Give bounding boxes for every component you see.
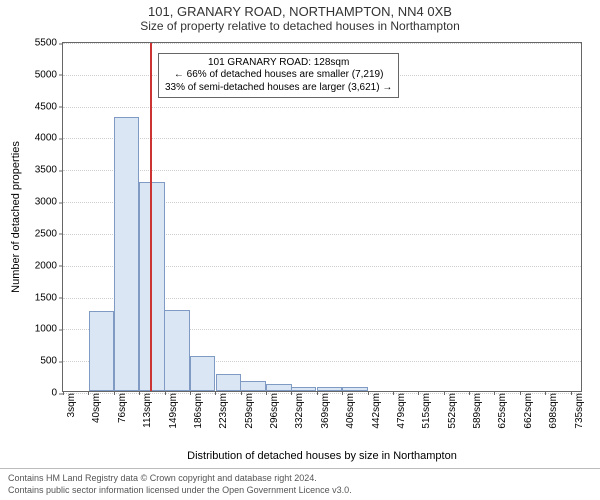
y-tick: 1000: [35, 324, 63, 335]
annotation-line: 33% of semi-detached houses are larger (…: [165, 82, 392, 95]
histogram-bar: [190, 356, 215, 391]
x-tick: 76sqm: [117, 393, 128, 443]
x-tick-mark: [469, 391, 470, 395]
histogram-bar: [317, 387, 342, 391]
x-tick: 113sqm: [142, 393, 153, 443]
y-axis-label: Number of detached properties: [10, 141, 22, 293]
x-tick: 3sqm: [66, 393, 77, 443]
y-tick: 3000: [35, 197, 63, 208]
chart-subtitle: Size of property relative to detached ho…: [0, 19, 600, 33]
x-tick-mark: [190, 391, 191, 395]
x-tick-mark: [571, 391, 572, 395]
histogram-bar: [89, 311, 114, 391]
x-tick: 296sqm: [269, 393, 280, 443]
histogram-bar: [216, 374, 241, 391]
x-tick-mark: [317, 391, 318, 395]
annotation-line: 101 GRANARY ROAD: 128sqm: [165, 57, 392, 70]
y-tick: 4000: [35, 133, 63, 144]
gridline: [63, 138, 581, 139]
x-tick-mark: [165, 391, 166, 395]
y-tick: 1500: [35, 292, 63, 303]
x-tick: 442sqm: [371, 393, 382, 443]
x-tick-mark: [393, 391, 394, 395]
x-tick-mark: [139, 391, 140, 395]
gridline: [63, 170, 581, 171]
attribution-footer: Contains HM Land Registry data © Crown c…: [0, 468, 600, 500]
y-tick: 3500: [35, 165, 63, 176]
plot-area: 0500100015002000250030003500400045005000…: [62, 42, 582, 392]
x-tick: 186sqm: [193, 393, 204, 443]
x-tick: 662sqm: [523, 393, 534, 443]
x-tick: 625sqm: [497, 393, 508, 443]
x-tick: 332sqm: [294, 393, 305, 443]
histogram-bar: [240, 381, 265, 391]
x-tick: 698sqm: [548, 393, 559, 443]
x-tick: 259sqm: [244, 393, 255, 443]
footer-line: Contains public sector information licen…: [8, 485, 592, 497]
property-size-histogram: 101, GRANARY ROAD, NORTHAMPTON, NN4 0XB …: [0, 0, 600, 500]
annotation-line: ← 66% of detached houses are smaller (7,…: [165, 69, 392, 82]
x-tick-mark: [545, 391, 546, 395]
x-tick-mark: [418, 391, 419, 395]
x-axis-label: Distribution of detached houses by size …: [187, 450, 457, 462]
property-marker-line: [150, 43, 152, 391]
x-tick-mark: [520, 391, 521, 395]
x-tick: 735sqm: [574, 393, 585, 443]
y-tick: 5000: [35, 69, 63, 80]
y-tick: 2500: [35, 228, 63, 239]
y-tick: 500: [40, 356, 63, 367]
histogram-bar: [291, 387, 316, 391]
y-tick: 2000: [35, 260, 63, 271]
x-tick-mark: [215, 391, 216, 395]
x-tick-mark: [342, 391, 343, 395]
x-tick: 40sqm: [91, 393, 102, 443]
x-tick-mark: [114, 391, 115, 395]
chart-title: 101, GRANARY ROAD, NORTHAMPTON, NN4 0XB: [0, 0, 600, 19]
x-tick-mark: [368, 391, 369, 395]
gridline: [63, 107, 581, 108]
x-tick-mark: [444, 391, 445, 395]
y-tick: 5500: [35, 38, 63, 49]
x-tick: 589sqm: [472, 393, 483, 443]
x-tick: 406sqm: [345, 393, 356, 443]
histogram-bar: [139, 182, 164, 391]
y-tick: 0: [51, 388, 63, 399]
x-tick: 149sqm: [168, 393, 179, 443]
x-tick-mark: [291, 391, 292, 395]
footer-line: Contains HM Land Registry data © Crown c…: [8, 473, 592, 485]
y-tick: 4500: [35, 101, 63, 112]
x-tick: 515sqm: [421, 393, 432, 443]
gridline: [63, 43, 581, 44]
x-tick: 479sqm: [396, 393, 407, 443]
x-tick-mark: [241, 391, 242, 395]
x-tick-mark: [266, 391, 267, 395]
histogram-bar: [266, 384, 291, 391]
x-tick: 369sqm: [320, 393, 331, 443]
x-tick-mark: [494, 391, 495, 395]
histogram-bar: [342, 387, 367, 391]
annotation-callout: 101 GRANARY ROAD: 128sqm← 66% of detache…: [158, 53, 399, 99]
x-tick: 552sqm: [447, 393, 458, 443]
x-tick-mark: [88, 391, 89, 395]
x-tick-mark: [63, 391, 64, 395]
x-tick: 223sqm: [218, 393, 229, 443]
histogram-bar: [114, 117, 139, 391]
histogram-bar: [164, 310, 189, 391]
